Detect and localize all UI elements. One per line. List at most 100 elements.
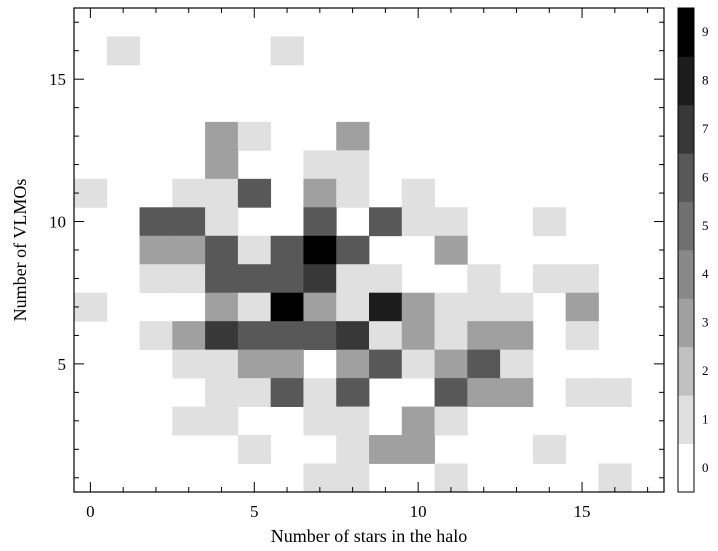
heatmap-cell xyxy=(74,178,108,208)
colorbar-segment xyxy=(678,153,694,202)
heatmap-cell xyxy=(434,406,468,436)
heatmap-cell xyxy=(336,121,370,151)
heatmap-cell xyxy=(74,292,108,322)
heatmap-cell xyxy=(336,264,370,294)
heatmap-cell xyxy=(369,435,403,464)
heatmap-cell xyxy=(303,235,337,265)
colorbar-segment xyxy=(678,395,694,444)
heatmap-cell xyxy=(467,378,501,407)
heatmap-cell xyxy=(434,378,468,407)
heatmap-cell xyxy=(237,292,272,322)
heatmap-cell xyxy=(237,435,272,464)
heatmap-cell xyxy=(467,321,501,351)
heatmap-cell xyxy=(237,264,272,294)
colorbar-tick-label: 8 xyxy=(702,73,709,88)
colorbar-tick-label: 0 xyxy=(702,460,709,475)
heatmap-cell xyxy=(532,207,567,237)
heatmap-cell xyxy=(205,207,239,237)
heatmap-cell xyxy=(270,378,304,407)
heatmap-cell xyxy=(336,435,370,464)
heatmap-cell xyxy=(205,321,239,351)
colorbar: 0 1 2 3 4 5 6 7 8 9 xyxy=(678,8,709,493)
heatmap-cell xyxy=(172,406,206,436)
heatmap-cell xyxy=(139,321,173,351)
heatmap-cell xyxy=(336,292,370,322)
colorbar-tick-label: 3 xyxy=(702,315,709,330)
heatmap-cell xyxy=(401,435,435,464)
heatmap-cell xyxy=(565,292,599,322)
heatmap-cell xyxy=(270,235,304,265)
y-axis-label: Number of VLMOs xyxy=(10,179,30,322)
colorbar-segment xyxy=(678,250,694,299)
heatmap-cell xyxy=(205,121,239,151)
heatmap-cell xyxy=(369,292,403,322)
heatmap-cell xyxy=(270,36,304,66)
colorbar-tick-label: 5 xyxy=(702,218,709,233)
heatmap-cell xyxy=(205,292,239,322)
x-axis-ticks: 0 5 10 15 xyxy=(86,8,649,521)
colorbar-tick-label: 4 xyxy=(702,266,709,281)
heatmap-cell xyxy=(565,378,599,407)
heatmap-cells xyxy=(74,36,632,493)
heatmap-cell xyxy=(205,406,239,436)
heatmap-cell xyxy=(369,321,403,351)
x-tick-label: 10 xyxy=(410,502,427,521)
heatmap-cell xyxy=(598,378,632,407)
heatmap-cell xyxy=(565,321,599,351)
heatmap-cell xyxy=(369,264,403,294)
heatmap-cell xyxy=(532,435,567,464)
heatmap-cell xyxy=(401,349,435,379)
heatmap-cell xyxy=(401,406,435,436)
colorbar-segment xyxy=(678,8,694,57)
heatmap-cell xyxy=(237,235,272,265)
y-tick-label: 15 xyxy=(49,70,66,89)
y-axis-ticks: 5 10 15 xyxy=(49,21,664,479)
heatmap-cell xyxy=(270,349,304,379)
heatmap-cell xyxy=(434,292,468,322)
heatmap-cell xyxy=(270,292,304,322)
heatmap-cell xyxy=(500,349,534,379)
heatmap-cell xyxy=(303,150,337,180)
heatmap-cell xyxy=(434,235,468,265)
heatmap-cell xyxy=(237,321,272,351)
y-tick-label: 10 xyxy=(49,213,66,232)
heatmap-cell xyxy=(303,378,337,407)
colorbar-tick-label: 2 xyxy=(702,363,709,378)
heatmap-cell xyxy=(172,207,206,237)
heatmap-cell xyxy=(303,178,337,208)
heatmap-cell xyxy=(467,264,501,294)
heatmap-cell xyxy=(401,292,435,322)
heatmap-cell xyxy=(467,349,501,379)
heatmap-cell xyxy=(401,207,435,237)
heatmap-cell xyxy=(303,321,337,351)
colorbar-segment xyxy=(678,298,694,348)
heatmap-cell xyxy=(336,378,370,407)
heatmap-cell xyxy=(500,292,534,322)
heatmap-cell xyxy=(303,207,337,237)
heatmap-cell xyxy=(500,321,534,351)
heatmap-cell xyxy=(336,406,370,436)
heatmap-cell xyxy=(303,406,337,436)
x-axis-label: Number of stars in the halo xyxy=(271,526,467,546)
colorbar-segment xyxy=(678,56,694,106)
heatmap-cell xyxy=(205,378,239,407)
heatmap-cell xyxy=(172,349,206,379)
heatmap-cell xyxy=(336,235,370,265)
heatmap-cell xyxy=(205,264,239,294)
heatmap-cell xyxy=(369,349,403,379)
heatmap-cell xyxy=(237,121,272,151)
heatmap-cell xyxy=(237,349,272,379)
heatmap-cell xyxy=(139,264,173,294)
heatmap-cell xyxy=(205,150,239,180)
heatmap-cell xyxy=(434,349,468,379)
x-tick-label: 5 xyxy=(250,502,259,521)
heatmap-cell xyxy=(205,235,239,265)
heatmap-cell xyxy=(565,264,599,294)
colorbar-tick-label: 1 xyxy=(702,411,709,426)
heatmap-cell xyxy=(336,150,370,180)
heatmap-cell xyxy=(532,264,567,294)
heatmap-cell xyxy=(139,207,173,237)
colorbar-tick-label: 6 xyxy=(702,169,709,184)
heatmap-cell xyxy=(237,178,272,208)
